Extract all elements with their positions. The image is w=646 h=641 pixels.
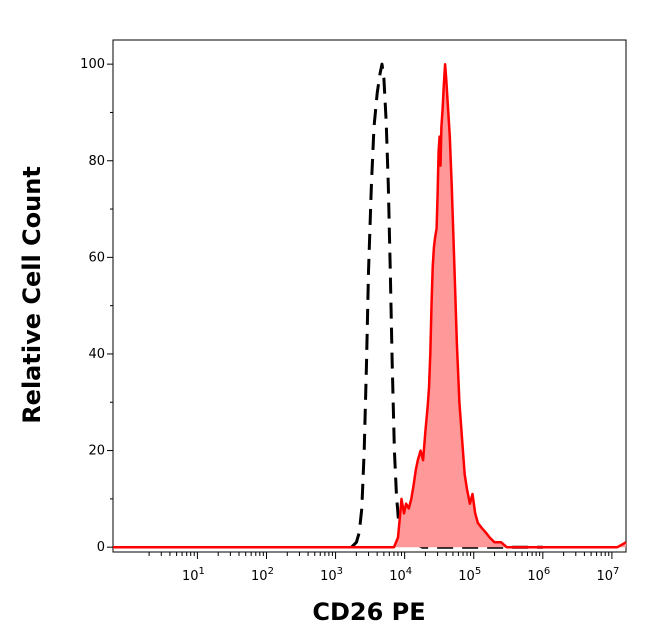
y-axis-title: Relative Cell Count <box>18 166 46 424</box>
series-1-line <box>113 62 627 549</box>
x-tick-labels: 101 102 103 104 105 106 107 <box>182 552 619 584</box>
x-tick-label: 102 <box>251 566 274 584</box>
y-tick-label: 0 <box>97 540 105 555</box>
x-tick-label: 103 <box>320 566 343 584</box>
y-tick-label: 20 <box>88 444 105 459</box>
series-layer <box>113 62 627 549</box>
y-tick-label: 100 <box>80 57 105 72</box>
y-tick-label: 60 <box>88 250 105 265</box>
x-tick-label: 107 <box>596 566 619 584</box>
x-tick-label: 106 <box>527 566 550 584</box>
x-minor-ticks <box>148 552 610 556</box>
x-tick-label: 105 <box>458 566 481 584</box>
y-tick-labels: 0 20 40 60 80 100 <box>80 57 113 555</box>
x-axis-title: CD26 PE <box>312 598 425 626</box>
y-tick-label: 40 <box>88 347 105 362</box>
x-tick-label: 101 <box>182 566 205 584</box>
series-1-fill <box>113 64 626 548</box>
axes <box>112 39 627 553</box>
plot-area-frame <box>112 39 627 553</box>
y-tick-label: 80 <box>88 154 105 169</box>
x-tick-label: 104 <box>389 566 412 584</box>
